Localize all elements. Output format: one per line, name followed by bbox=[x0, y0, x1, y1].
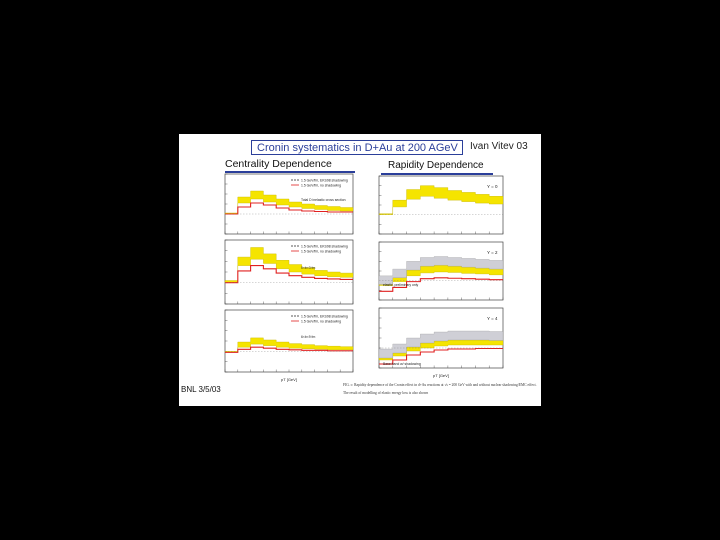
legend-entry: 1.5 GeV/fm, EKS98 shadowing bbox=[301, 178, 348, 182]
legend-entry: 1.5 GeV/fm, no shadowing bbox=[301, 319, 341, 323]
legend-entry: 1.5 GeV/fm, EKS98 shadowing bbox=[301, 244, 348, 248]
rapidity-heading: Rapidity Dependence bbox=[388, 160, 484, 171]
yellow-band bbox=[224, 337, 354, 353]
legend-entry: 1.5 GeV/fm, no shadowing bbox=[301, 249, 341, 253]
rapidity-underline bbox=[381, 173, 493, 175]
panel-annotation: 6<b<9 fm bbox=[301, 335, 316, 339]
plot-frame bbox=[224, 309, 354, 373]
panel-annotation: Y = 4 bbox=[487, 316, 498, 321]
red-step-line bbox=[379, 347, 503, 365]
rapidity-top-panel: Y = 0 bbox=[378, 175, 504, 235]
author-label: Ivan Vitev 03 bbox=[470, 141, 528, 152]
yellow-band bbox=[378, 185, 504, 215]
centrality-heading: Centrality Dependence bbox=[225, 158, 332, 170]
centrality-underline bbox=[225, 171, 355, 173]
date-label: BNL 3/5/03 bbox=[181, 385, 221, 394]
panel-annotation: Y = 0 bbox=[487, 184, 498, 189]
red-step-line bbox=[379, 277, 503, 292]
x-axis-label: pT [GeV] bbox=[281, 377, 297, 382]
red-step-line bbox=[225, 202, 353, 215]
rapidity-bottom-panel: Y = 4 Base band w/ shadowing pT [GeV] bbox=[378, 307, 504, 378]
panel-note: elastic, preliminary only bbox=[383, 283, 419, 287]
red-step-line bbox=[225, 346, 353, 353]
panel-annotation: Total D inelastic cross section bbox=[301, 198, 346, 202]
x-axis-label: pT [GeV] bbox=[433, 373, 449, 378]
rapidity-mid-panel: Y = 2 elastic, preliminary only bbox=[378, 241, 504, 301]
panel-note: Base band w/ shadowing bbox=[383, 362, 421, 366]
slide: Cronin systematics in D+Au at 200 AGeV I… bbox=[179, 134, 541, 406]
grey-band bbox=[378, 256, 504, 285]
yellow-band bbox=[224, 190, 354, 215]
red-step-line bbox=[225, 265, 353, 284]
grey-band bbox=[378, 330, 504, 359]
panel-annotation: 0<b<3 fm bbox=[301, 266, 316, 270]
legend-entry: 1.5 GeV/fm, EKS98 shadowing bbox=[301, 314, 348, 318]
slide-title: Cronin systematics in D+Au at 200 AGeV bbox=[251, 140, 463, 155]
figure-caption: FIG. c: Rapidity dependence of the Croni… bbox=[343, 383, 537, 395]
yellow-band bbox=[224, 247, 354, 283]
legend-entry: 1.5 GeV/fm, no shadowing bbox=[301, 183, 341, 187]
panel-annotation: Y = 2 bbox=[487, 250, 498, 255]
